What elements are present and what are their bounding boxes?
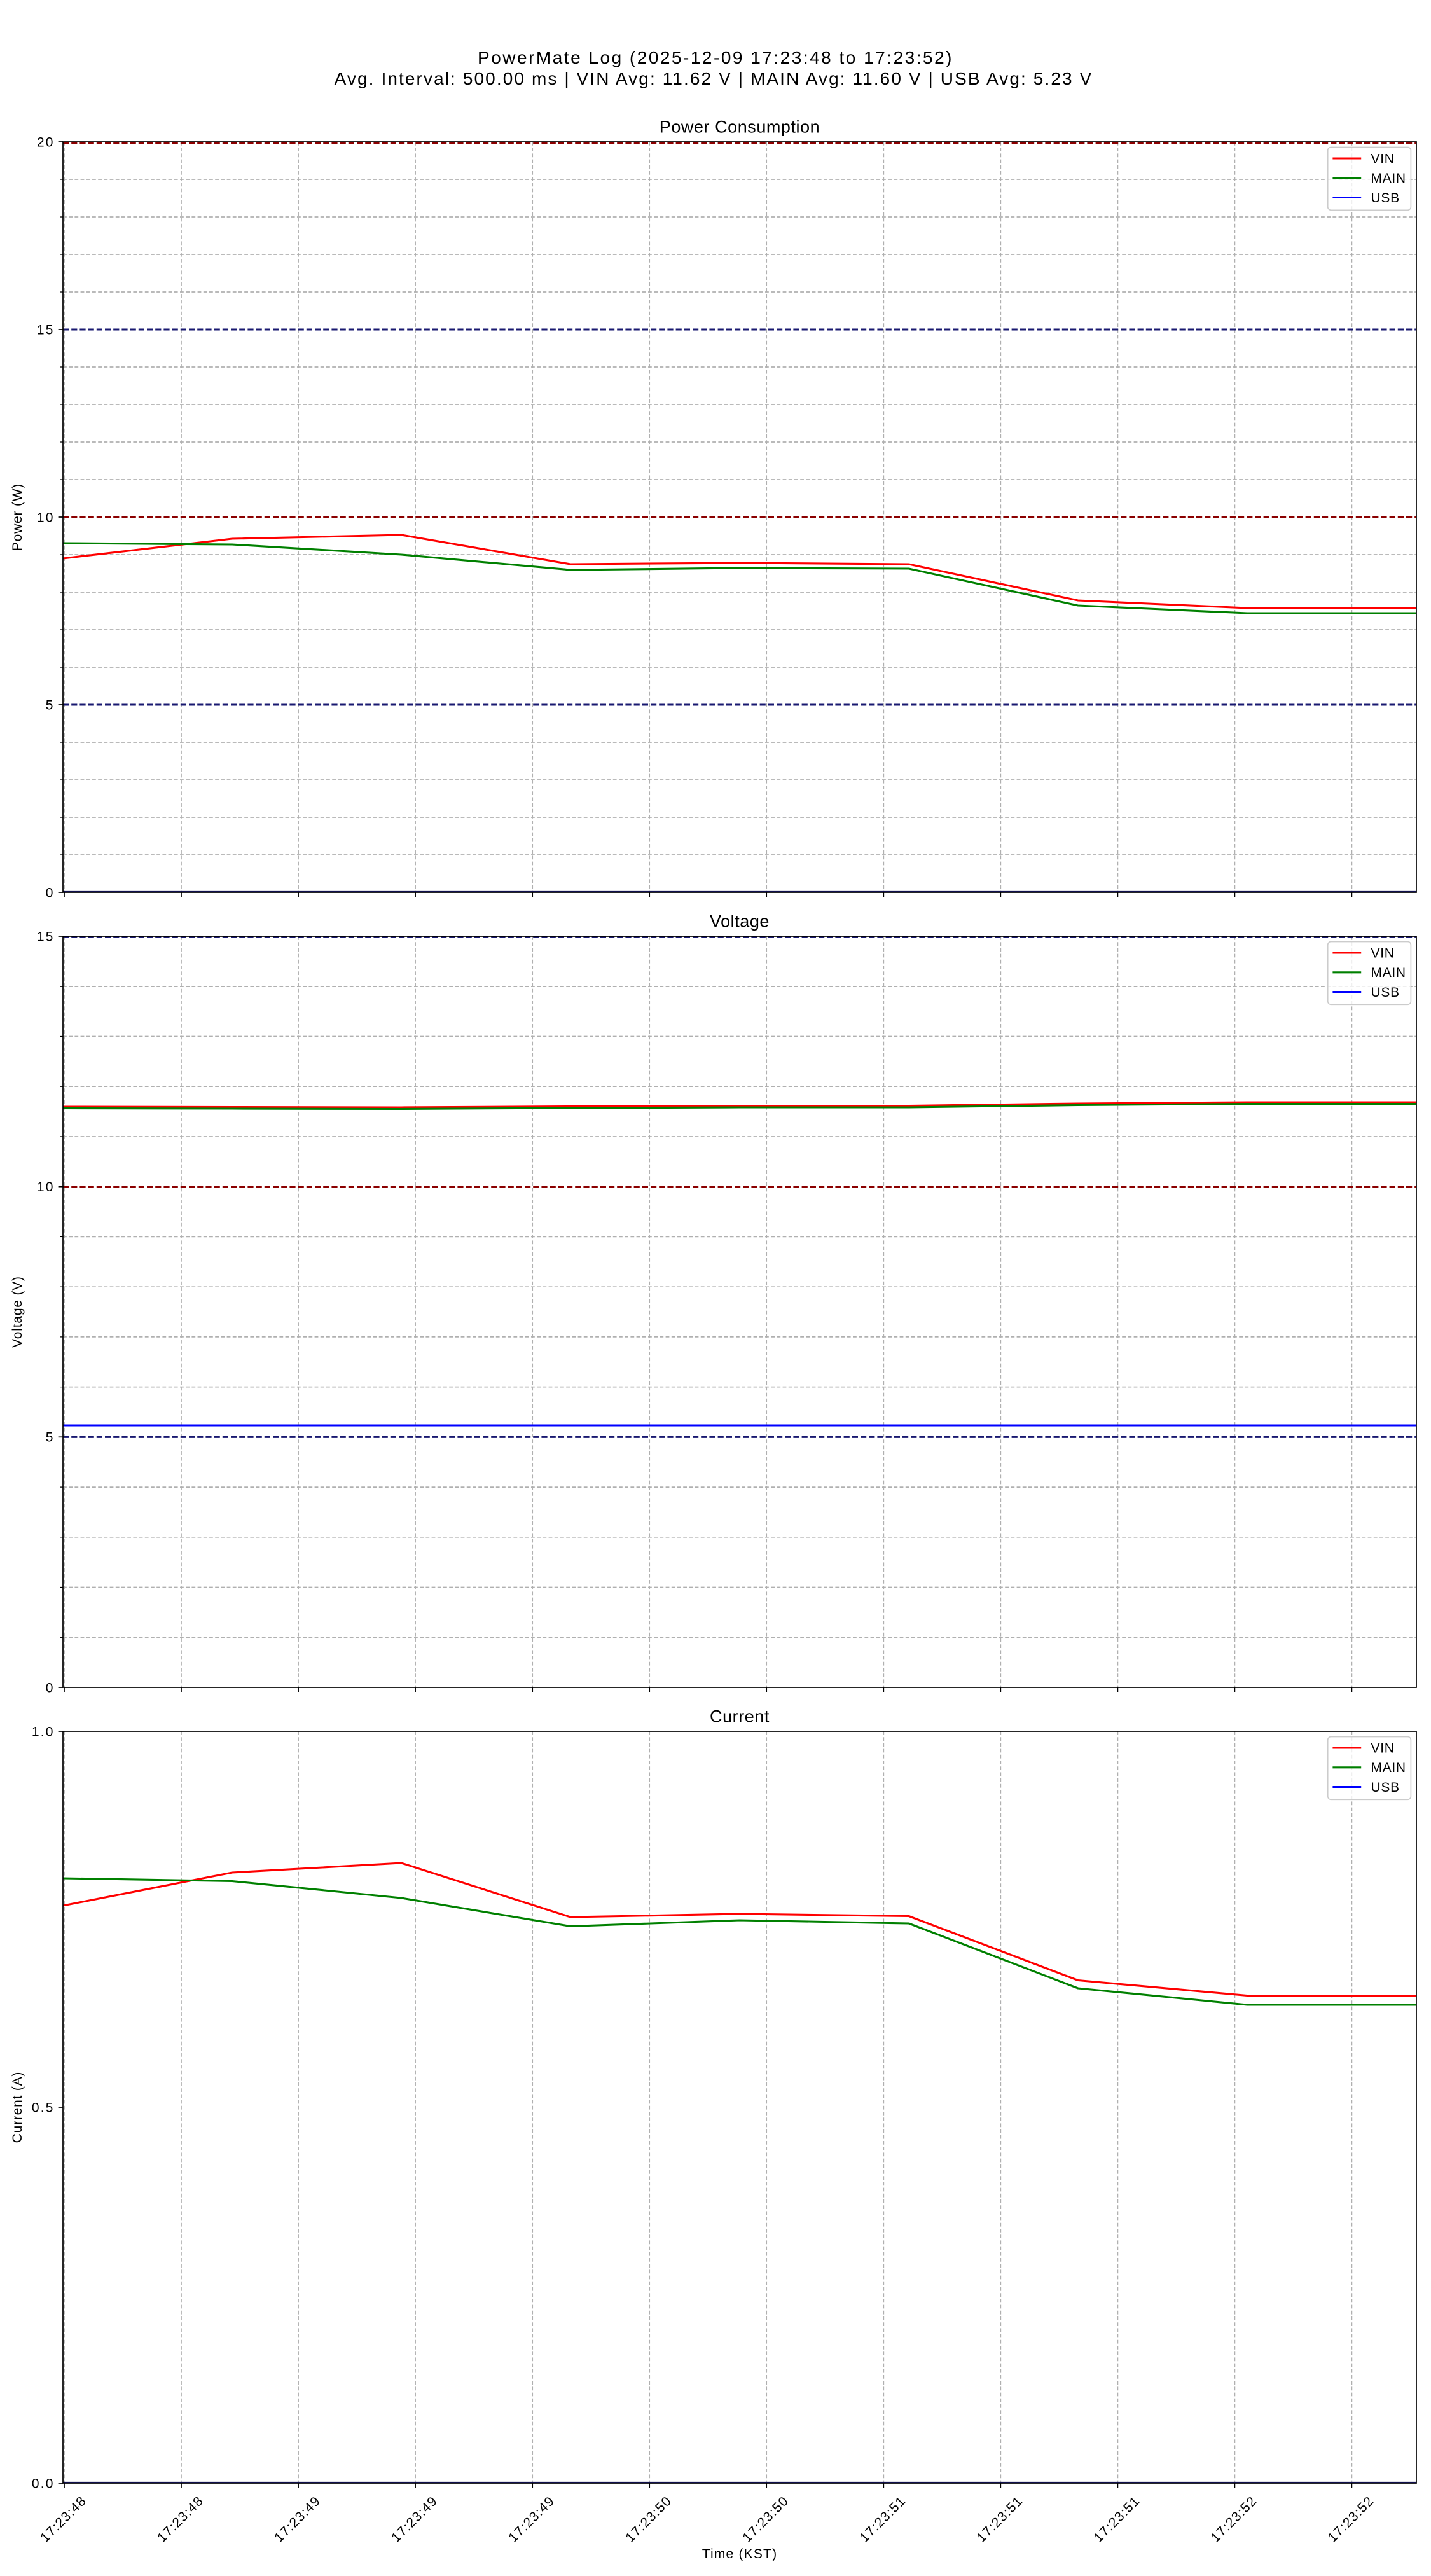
svg-text:PowerMate Log (2025-12-09 17:2: PowerMate Log (2025-12-09 17:23:48 to 17… bbox=[478, 48, 953, 67]
svg-text:Voltage (V): Voltage (V) bbox=[10, 1276, 25, 1348]
svg-text:VIN: VIN bbox=[1371, 152, 1395, 167]
svg-text:MAIN: MAIN bbox=[1371, 966, 1406, 980]
svg-text:0: 0 bbox=[46, 885, 55, 900]
svg-text:VIN: VIN bbox=[1371, 946, 1395, 961]
svg-text:Current (A): Current (A) bbox=[10, 2072, 25, 2143]
svg-text:MAIN: MAIN bbox=[1371, 1761, 1406, 1775]
svg-text:Power Consumption: Power Consumption bbox=[660, 118, 820, 137]
svg-text:15: 15 bbox=[37, 929, 55, 944]
svg-text:Current: Current bbox=[710, 1707, 770, 1726]
svg-text:15: 15 bbox=[37, 322, 55, 337]
svg-text:5: 5 bbox=[46, 1430, 55, 1445]
svg-text:Power (W): Power (W) bbox=[10, 483, 25, 551]
svg-text:Avg. Interval: 500.00 ms | VIN: Avg. Interval: 500.00 ms | VIN Avg: 11.6… bbox=[335, 69, 1093, 88]
svg-text:USB: USB bbox=[1371, 191, 1400, 205]
svg-text:USB: USB bbox=[1371, 985, 1400, 1000]
svg-text:USB: USB bbox=[1371, 1780, 1400, 1795]
svg-text:Voltage: Voltage bbox=[710, 912, 770, 931]
svg-text:20: 20 bbox=[37, 135, 55, 149]
svg-text:1.0: 1.0 bbox=[32, 1724, 55, 1739]
svg-text:Time (KST): Time (KST) bbox=[702, 2547, 778, 2561]
svg-text:5: 5 bbox=[46, 698, 55, 712]
svg-text:0.0: 0.0 bbox=[32, 2476, 55, 2491]
svg-text:10: 10 bbox=[37, 510, 55, 525]
svg-text:0: 0 bbox=[46, 1680, 55, 1695]
svg-text:VIN: VIN bbox=[1371, 1742, 1395, 1756]
svg-text:MAIN: MAIN bbox=[1371, 171, 1406, 186]
svg-text:0.5: 0.5 bbox=[32, 2100, 55, 2115]
svg-text:10: 10 bbox=[37, 1180, 55, 1195]
